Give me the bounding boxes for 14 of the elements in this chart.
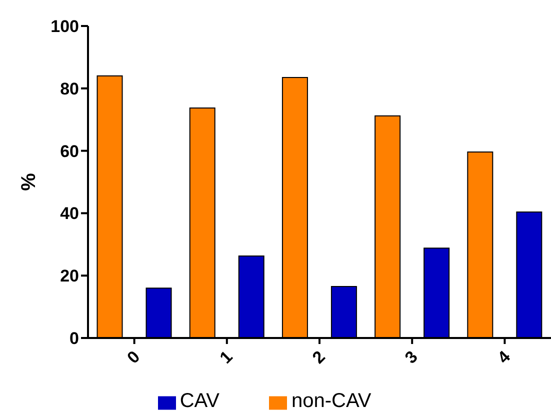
y-tick-label: 0 xyxy=(70,329,79,348)
y-tick-label: 100 xyxy=(50,17,79,36)
x-tick-label: 1 xyxy=(216,347,236,368)
legend-label: CAV xyxy=(180,390,220,412)
x-tick-label: 3 xyxy=(401,347,422,368)
x-tick-label: 2 xyxy=(308,347,329,368)
y-tick-label: 40 xyxy=(60,204,79,224)
x-tick-label: 4 xyxy=(494,346,514,368)
y-tick-label: 20 xyxy=(60,266,79,286)
y-tick-label: 80 xyxy=(60,79,79,98)
y-axis-title: % xyxy=(18,172,40,191)
legend-label: non-CAV xyxy=(291,390,372,412)
x-tick-label: 0 xyxy=(124,347,144,368)
y-tick-label: 60 xyxy=(60,142,79,161)
